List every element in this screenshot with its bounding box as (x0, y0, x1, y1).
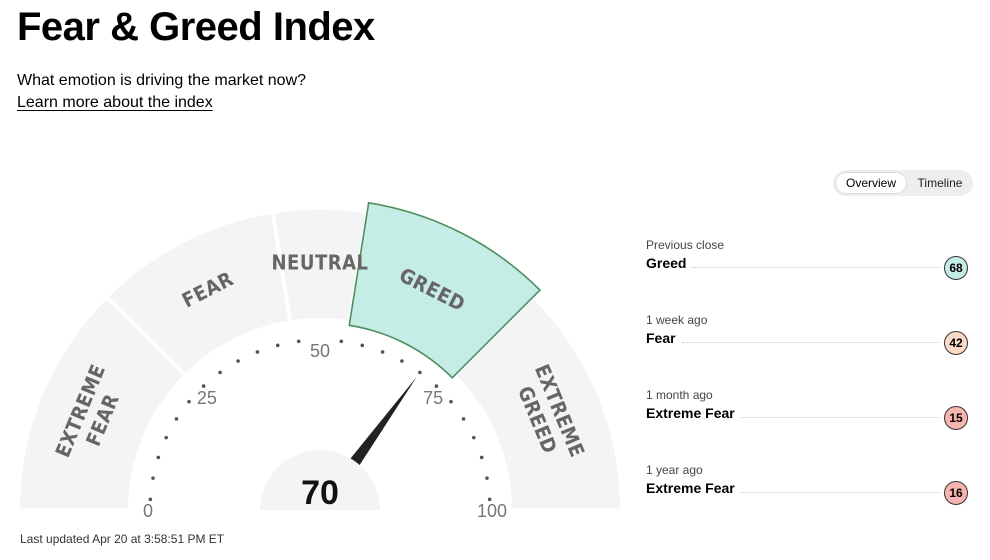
gauge-tick (255, 350, 260, 354)
gauge-face (132, 322, 508, 510)
gauge-tick-label: 50 (310, 341, 330, 361)
history-period: 1 week ago (646, 313, 708, 327)
gauge-tick (479, 455, 484, 460)
gauge-tick (449, 399, 453, 404)
gauge-tick (174, 417, 179, 421)
history-rating: Extreme Fear (646, 405, 735, 421)
gauge-tick (201, 384, 206, 388)
history-rating: Fear (646, 330, 676, 346)
history-leader-line (692, 267, 940, 268)
gauge-tick (472, 435, 476, 440)
gauge-tick (156, 455, 161, 460)
history-period: 1 year ago (646, 463, 703, 477)
gauge-tick (434, 384, 439, 388)
history-item: 1 month ago Extreme Fear 15 (646, 388, 972, 448)
gauge-tick-label: 0 (143, 501, 153, 520)
history-leader-line (681, 342, 940, 343)
history-score-badge: 42 (944, 331, 968, 355)
gauge-segment-active (348, 201, 542, 379)
history-item: Previous close Greed 68 (646, 238, 972, 298)
gauge-tick (485, 476, 489, 480)
history-leader-line (740, 492, 940, 493)
gauge-tick (275, 343, 280, 348)
history-rating: Extreme Fear (646, 480, 735, 496)
gauge-tick (296, 339, 301, 344)
gauge-tick (461, 417, 466, 421)
view-toggle: Overview Timeline (833, 170, 973, 196)
tab-timeline[interactable]: Timeline (917, 176, 963, 190)
last-updated: Last updated Apr 20 at 3:58:51 PM ET (20, 532, 225, 546)
gauge-tick-label: 100 (477, 501, 507, 520)
gauge-tick (187, 399, 191, 404)
gauge-needle (345, 376, 417, 472)
history-score-badge: 68 (944, 256, 968, 280)
gauge-tick (218, 370, 222, 375)
gauge-tick (418, 370, 422, 375)
gauge-segment-4 (451, 293, 625, 512)
gauge-tick (151, 476, 155, 480)
gauge-tick (339, 339, 344, 344)
gauge-tick (148, 497, 153, 502)
page-subtitle: What emotion is driving the market now? (17, 72, 307, 89)
history-score-badge: 16 (944, 481, 968, 505)
gauge-tick-label: 75 (423, 388, 443, 408)
history-score-badge: 15 (944, 406, 968, 430)
history-period: Previous close (646, 238, 725, 252)
history-item: 1 year ago Extreme Fear 16 (646, 463, 972, 523)
gauge-tick (380, 350, 385, 354)
page-title: Fear & Greed Index (17, 5, 375, 49)
gauge-segment-label-2: NEUTRAL (272, 251, 369, 275)
fear-greed-gauge: 0255075100EXTREMEFEARFEARNEUTRALGREEDEXT… (15, 201, 625, 520)
gauge-value: 70 (301, 474, 339, 512)
learn-more-link[interactable]: Learn more about the index (17, 94, 213, 111)
history-period: 1 month ago (646, 388, 713, 402)
gauge-tick (400, 359, 404, 363)
gauge-segment-label-line: NEUTRAL (272, 251, 369, 275)
gauge-tick (487, 497, 492, 502)
gauge-tick-label: 25 (197, 388, 217, 408)
gauge-tick (164, 435, 168, 440)
history-item: 1 week ago Fear 42 (646, 313, 972, 373)
gauge-hub (260, 450, 380, 510)
gauge-tick (236, 359, 240, 363)
tab-overview[interactable]: Overview (836, 173, 906, 193)
history-rating: Greed (646, 255, 687, 271)
gauge-tick (360, 343, 365, 348)
history-leader-line (740, 417, 940, 418)
